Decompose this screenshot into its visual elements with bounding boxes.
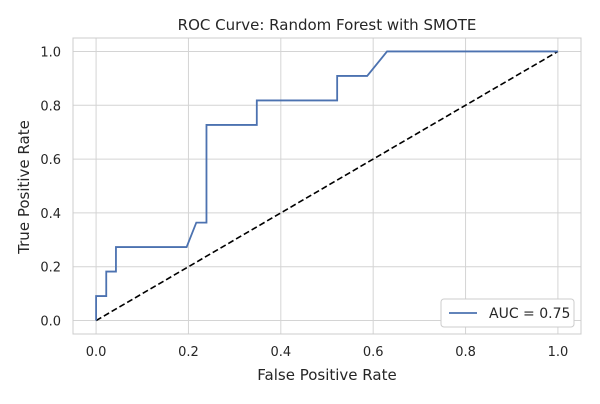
y-axis-title: True Positive Rate: [15, 120, 33, 255]
legend-box: [440, 298, 575, 328]
plot-area-frame: [72, 37, 582, 335]
x-tick-label-5: 1.0: [548, 345, 569, 360]
x-tick-label-4: 0.8: [455, 345, 476, 360]
y-tick-label-5: 1.0: [40, 45, 61, 60]
x-tick-label-2: 0.4: [270, 345, 291, 360]
series-lines: [95, 50, 559, 322]
y-tick-label-2: 0.4: [40, 207, 61, 222]
y-tick-label-3: 0.6: [40, 153, 61, 168]
x-axis-title: False Positive Rate: [257, 366, 396, 384]
y-tick-label-1: 0.2: [40, 261, 61, 276]
roc-curve-line: [95, 50, 558, 321]
grid: [73, 38, 581, 334]
chance-diagonal-line: [95, 50, 559, 322]
y-tick-label-4: 0.8: [40, 99, 61, 114]
x-tick-label-3: 0.6: [363, 345, 384, 360]
x-tick-label-1: 0.2: [178, 345, 199, 360]
y-tick-label-0: 0.0: [40, 315, 61, 330]
x-tick-label-0: 0.0: [86, 345, 107, 360]
chart-title: ROC Curve: Random Forest with SMOTE: [178, 16, 477, 34]
tick-labels: 0.0 0.2 0.4 0.6 0.8 1.0 0.0 0.2 0.4 0.6 0.8 1.0: [40, 45, 568, 360]
legend-label: AUC = 0.75: [489, 306, 570, 322]
legend: AUC = 0.75: [440, 298, 575, 328]
